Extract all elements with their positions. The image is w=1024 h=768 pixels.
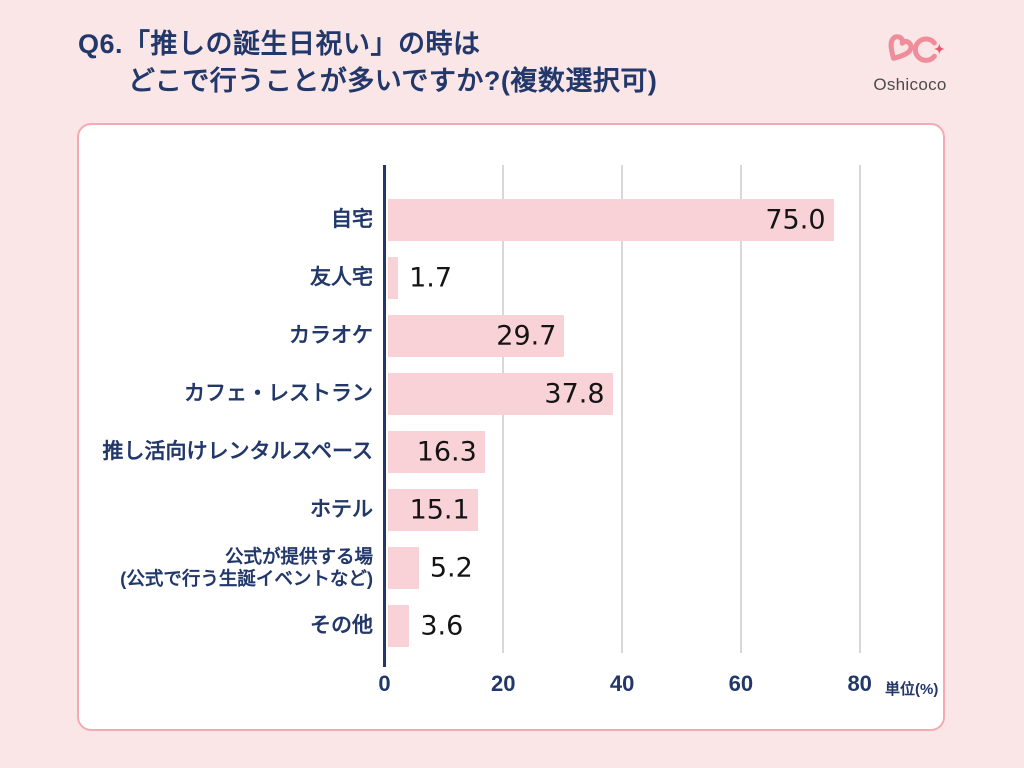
unit-label: 単位(%) <box>885 681 939 698</box>
x-tick-label: 60 <box>728 671 754 696</box>
bar-track: 15.1 <box>386 489 937 531</box>
bar-track: 16.3 <box>386 431 937 473</box>
chart-card: 自宅 75.0 友人宅 1.7 カラオケ 29.7 カフェ・レストラン 37.8 推し活向けレン… <box>77 123 945 731</box>
bar-chart: 自宅 75.0 友人宅 1.7 カラオケ 29.7 カフェ・レストラン 37.8 推し活向けレン… <box>79 125 943 729</box>
chart-row: カラオケ 29.7 <box>79 307 937 365</box>
x-tick-label: 80 <box>847 671 872 696</box>
value-label: 3.6 <box>420 610 464 642</box>
category-label: カフェ・レストラン <box>184 381 373 405</box>
bar <box>388 489 478 531</box>
gridline <box>858 165 861 653</box>
bar <box>388 315 565 357</box>
value-label: 15.1 <box>409 494 470 526</box>
bar <box>388 431 485 473</box>
gridline <box>621 165 624 653</box>
oshicoco-logo: Oshicoco <box>866 22 954 95</box>
title-line2: どこで行うことが多いですか?(複数選択可) <box>128 66 658 96</box>
chart-row: カフェ・レストラン 37.8 <box>79 365 937 423</box>
value-label: 1.7 <box>409 262 453 294</box>
bar <box>388 547 419 589</box>
gridline <box>739 165 742 653</box>
value-label: 16.3 <box>416 436 477 468</box>
x-tick-label: 40 <box>609 671 635 696</box>
category-label: 自宅 <box>331 207 373 231</box>
x-tick-label: 20 <box>491 671 516 696</box>
category-label: 推し活向けレンタルスペース <box>102 439 373 463</box>
chart-row: 推し活向けレンタルスペース 16.3 <box>79 423 937 481</box>
category-label: 友人宅 <box>310 265 373 289</box>
bar-track: 37.8 <box>386 373 937 415</box>
category-label: カラオケ <box>289 323 373 347</box>
bar-track: 1.7 <box>386 257 937 299</box>
category-label: その他 <box>310 613 373 637</box>
chart-row: 自宅 75.0 <box>79 191 937 249</box>
chart-row: その他 3.6 <box>79 597 937 655</box>
value-label: 29.7 <box>496 320 557 352</box>
page-title: Q6.「推しの誕生日祝い」の時は どこで行うことが多いですか?(複数選択可) <box>78 26 657 100</box>
bar-track: 75.0 <box>386 199 937 241</box>
bar <box>388 257 399 299</box>
chart-row: 友人宅 1.7 <box>79 249 937 307</box>
value-label: 37.8 <box>544 378 605 410</box>
sparkle-icon <box>934 43 945 55</box>
category-label: 公式が提供する場 (公式で行う生誕イベントなど) <box>120 546 373 589</box>
bar-track: 3.6 <box>386 605 937 647</box>
bar-track: 5.2 <box>386 547 937 589</box>
bar <box>388 373 613 415</box>
logo-text: Oshicoco <box>873 75 947 94</box>
category-label: ホテル <box>310 497 373 521</box>
chart-rows: 自宅 75.0 友人宅 1.7 カラオケ 29.7 カフェ・レストラン 37.8 推し活向けレン… <box>79 191 937 655</box>
y-axis-line <box>383 165 386 667</box>
value-label: 75.0 <box>765 204 826 236</box>
double-heart-infinity-icon <box>888 34 945 63</box>
bar <box>388 605 410 647</box>
bar-track: 29.7 <box>386 315 937 357</box>
chart-row: 公式が提供する場 (公式で行う生誕イベントなど) 5.2 <box>79 539 937 597</box>
chart-row: ホテル 15.1 <box>79 481 937 539</box>
title-line1: Q6.「推しの誕生日祝い」の時は <box>78 29 481 59</box>
x-tick-label: 0 <box>378 671 391 696</box>
bar <box>388 199 834 241</box>
value-label: 5.2 <box>429 552 473 584</box>
